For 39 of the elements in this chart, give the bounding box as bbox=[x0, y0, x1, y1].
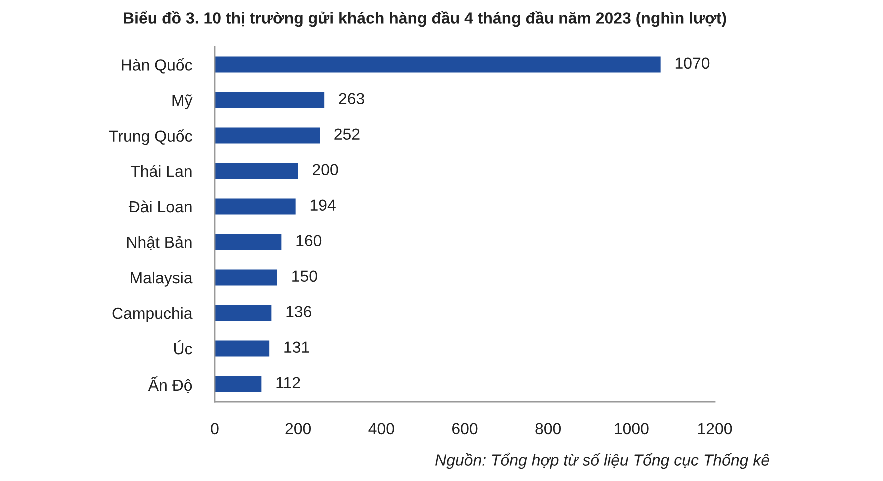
bar bbox=[215, 340, 270, 357]
bar bbox=[215, 270, 278, 286]
data-label: 112 bbox=[276, 377, 300, 388]
bar bbox=[215, 92, 325, 108]
y-tick-label: Đài Loan bbox=[128, 200, 192, 213]
bar bbox=[215, 305, 272, 322]
bar bbox=[215, 56, 661, 73]
x-tick-label: 1000 bbox=[615, 423, 649, 435]
x-tick-label: 0 bbox=[211, 423, 219, 435]
x-tick-label: 600 bbox=[452, 423, 478, 435]
bar bbox=[215, 376, 262, 392]
y-tick-label: Campuchia bbox=[112, 307, 193, 322]
text: Nguồn: Tổng hợp từ số liệu Tổng cục Thống kê bbox=[436, 452, 770, 470]
y-tick-label: Hàn Quốc bbox=[122, 58, 192, 74]
x-tick-label: 400 bbox=[368, 423, 394, 435]
x-tick-label: 1200 bbox=[698, 423, 732, 435]
data-label: 1070 bbox=[676, 58, 710, 70]
y-tick-label: Úc bbox=[174, 340, 192, 355]
x-tick-label: 800 bbox=[536, 423, 562, 435]
x-tick-label: 200 bbox=[286, 423, 312, 435]
data-label: 263 bbox=[339, 93, 364, 105]
data-label: 160 bbox=[296, 235, 322, 247]
data-label: 150 bbox=[292, 270, 318, 282]
y-tick-label: Malaysia bbox=[131, 272, 193, 287]
y-tick-label: Thái Lan bbox=[130, 165, 192, 178]
bar bbox=[215, 163, 298, 180]
y-tick-label: Ấn Độ bbox=[148, 376, 192, 394]
data-label: 136 bbox=[286, 306, 312, 318]
bar bbox=[215, 234, 282, 250]
bar bbox=[215, 198, 296, 215]
bar bbox=[215, 128, 320, 144]
y-tick-label: Mỹ bbox=[172, 94, 193, 110]
data-label: 131 bbox=[284, 342, 310, 354]
chart-title: Biểu đồ 3. 10 thị trường gửi khách hàng đầu 4 tháng đầu năm 2023 (nghìn lượt) bbox=[124, 10, 726, 28]
y-tick-label: Nhật Bản bbox=[127, 236, 192, 250]
data-label: 252 bbox=[334, 128, 360, 140]
y-tick-label: Trung Quốc bbox=[109, 130, 192, 146]
data-label: 194 bbox=[310, 200, 336, 212]
data-label: 200 bbox=[313, 164, 338, 176]
